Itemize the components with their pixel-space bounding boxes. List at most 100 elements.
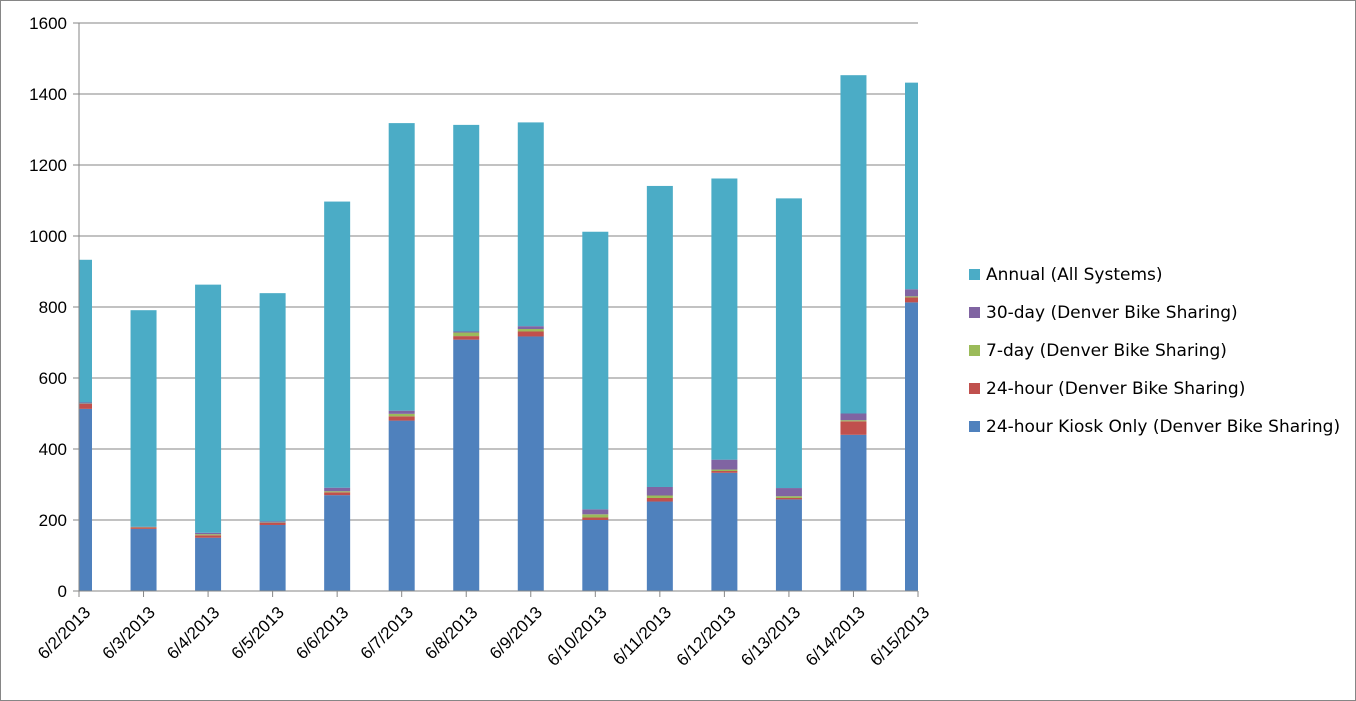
bar-segment (195, 535, 222, 538)
bar-segment (582, 509, 609, 515)
legend-label: 24-hour (Denver Bike Sharing) (986, 379, 1245, 399)
y-tick-label: 1400 (29, 85, 67, 104)
bar-segment (388, 410, 415, 414)
bar-segment (646, 497, 673, 502)
legend-label: 24-hour Kiosk Only (Denver Bike Sharing) (986, 417, 1340, 437)
bar-segment (259, 521, 286, 523)
bar-segment (259, 522, 286, 525)
x-tick-label: 6/14/2013 (802, 603, 869, 670)
bar-segment (453, 339, 480, 591)
bar-segment (324, 487, 351, 492)
bar-segment (259, 524, 286, 591)
y-tick-label: 200 (39, 511, 67, 530)
legend-swatch (969, 383, 980, 394)
bar-segment (517, 329, 544, 332)
y-tick-label: 1200 (29, 156, 67, 175)
bar-segment (195, 534, 222, 536)
bar-segment (453, 124, 480, 332)
x-tick-label: 6/10/2013 (544, 603, 611, 670)
bar-segment (905, 297, 918, 303)
legend-item: 7-day (Denver Bike Sharing) (969, 341, 1227, 361)
bar-segment (79, 259, 92, 403)
bar-segment (259, 293, 286, 522)
x-tick-label: 6/13/2013 (737, 603, 804, 670)
x-tick-label: 6/12/2013 (673, 603, 740, 670)
bar-segment (711, 178, 738, 460)
bar-segment (582, 231, 609, 510)
legend-swatch (969, 269, 980, 280)
legend-label: 7-day (Denver Bike Sharing) (986, 341, 1227, 361)
bar-segment (517, 326, 544, 330)
bar-segment (775, 496, 802, 498)
bar-segment (711, 472, 738, 591)
legend-swatch (969, 421, 980, 432)
bar-segment (517, 331, 544, 337)
y-tick-label: 1600 (29, 14, 67, 33)
x-tick-label: 6/5/2013 (228, 603, 288, 663)
bar-segment (79, 402, 92, 404)
bar-segment (582, 520, 609, 591)
x-axis-ticks: 6/2/2013 6/3/2013 6/4/2013 6/5/2013 6/6/2013… (34, 591, 933, 670)
bar-segment (840, 420, 867, 422)
bar-segment (646, 501, 673, 591)
legend-item: 30-day (Denver Bike Sharing) (969, 303, 1238, 323)
x-tick-label: 6/3/2013 (99, 603, 159, 663)
bar-segment (130, 310, 157, 527)
bar-segment (79, 403, 92, 409)
bar-segment (130, 528, 157, 591)
y-tick-label: 1000 (29, 227, 67, 246)
bar-segment (195, 284, 222, 533)
bar-segment (711, 459, 738, 470)
bar-segment (646, 486, 673, 496)
bar-segment (840, 413, 867, 421)
bar-segment (324, 495, 351, 591)
bar-segment (840, 75, 867, 414)
x-tick-label: 6/11/2013 (609, 603, 675, 669)
bar-segment (453, 331, 480, 333)
x-tick-label: 6/9/2013 (486, 603, 546, 663)
legend-item: 24-hour (Denver Bike Sharing) (969, 379, 1245, 399)
bar-segment (388, 420, 415, 591)
bar-segment (646, 495, 673, 498)
legend-item: Annual (All Systems) (969, 265, 1163, 285)
bar-segment (582, 517, 609, 520)
bar-segment (517, 122, 544, 327)
bar-segment (711, 469, 738, 472)
bar-segment (646, 185, 673, 487)
bar-segment (905, 82, 918, 290)
bar-segment (324, 201, 351, 488)
bar-segment (775, 198, 802, 489)
bar-segment (905, 296, 918, 298)
legend-label: Annual (All Systems) (986, 265, 1163, 285)
bar-segment (840, 434, 867, 591)
bar-segment (195, 537, 222, 591)
bar-segment (324, 491, 351, 493)
bar-segment (582, 514, 609, 518)
bar-segment (130, 527, 157, 529)
bar-segment (517, 336, 544, 591)
bar-segment (453, 336, 480, 340)
legend-item: 24-hour Kiosk Only (Denver Bike Sharing) (969, 417, 1340, 437)
bar-segment (905, 302, 918, 591)
x-tick-label: 6/6/2013 (292, 603, 352, 663)
bars (79, 75, 918, 591)
bar-segment (324, 492, 351, 496)
y-axis-ticks: 0 200 400 600 800 1000 1200 1400 1600 (29, 14, 79, 601)
x-tick-label: 6/8/2013 (421, 603, 481, 663)
bar-segment (840, 421, 867, 435)
x-tick-label: 6/2/2013 (34, 603, 94, 663)
bar-segment (79, 408, 92, 591)
y-tick-label: 0 (58, 582, 67, 601)
x-tick-label: 6/4/2013 (163, 603, 223, 663)
bar-segment (775, 499, 802, 591)
bar-segment (775, 497, 802, 500)
y-tick-label: 800 (39, 298, 67, 317)
bar-segment (711, 471, 738, 473)
x-tick-label: 6/15/2013 (866, 603, 933, 670)
bar-segment (453, 332, 480, 337)
legend-label: 30-day (Denver Bike Sharing) (986, 303, 1238, 323)
legend-swatch (969, 307, 980, 318)
y-tick-label: 400 (39, 440, 67, 459)
